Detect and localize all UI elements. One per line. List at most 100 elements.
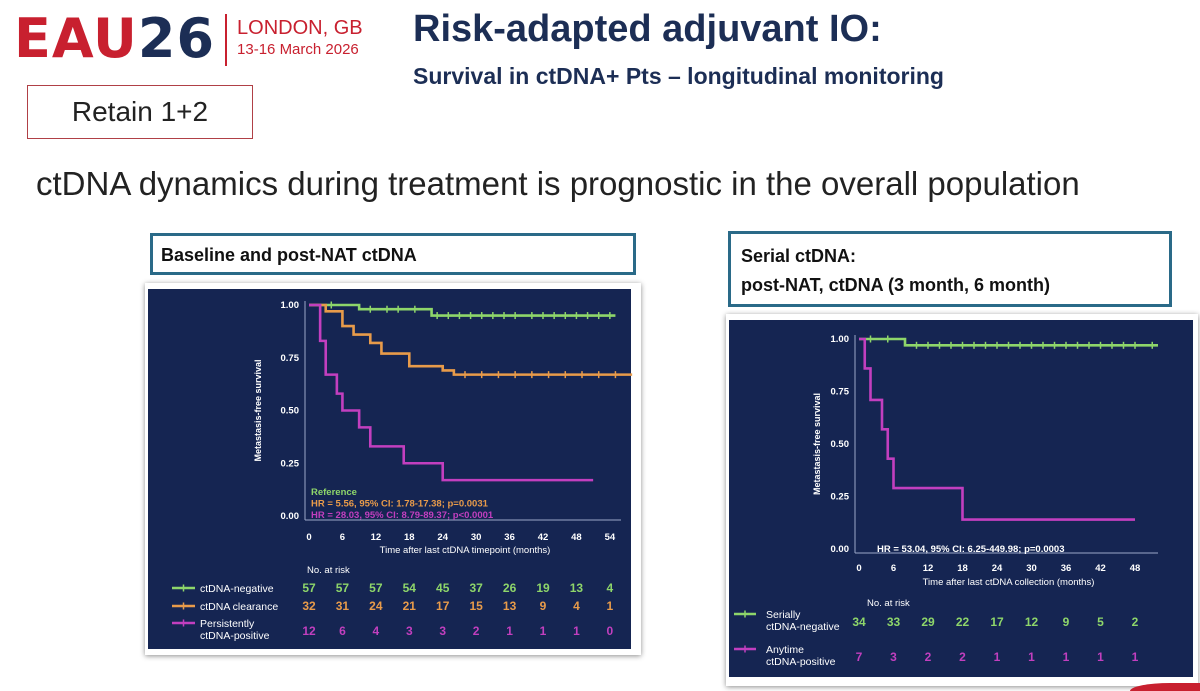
risk-value: 12	[302, 624, 316, 638]
logo-eau-text: EAU	[14, 7, 138, 70]
risk-value: 22	[956, 615, 970, 629]
x-tick-label: 30	[471, 532, 482, 543]
corner-brand-mark	[1130, 683, 1200, 691]
slide-title: Risk-adapted adjuvant IO:	[413, 8, 882, 50]
risk-value: 9	[1063, 615, 1070, 629]
y-tick-label: 0.50	[281, 406, 300, 417]
risk-row-label: Anytime	[766, 644, 804, 656]
risk-row-label: ctDNA-negative	[200, 583, 274, 595]
risk-value: 29	[921, 615, 935, 629]
left-panel-label: Baseline and post-NAT ctDNA	[150, 233, 636, 275]
x-tick-label: 36	[1061, 563, 1072, 574]
risk-row-label: ctDNA-positive	[200, 630, 270, 642]
km-curve-2	[309, 303, 633, 376]
x-tick-label: 54	[605, 532, 616, 543]
y-tick-label: 0.75	[831, 387, 850, 398]
risk-value: 45	[436, 581, 450, 595]
risk-value: 17	[990, 615, 1004, 629]
x-tick-label: 48	[571, 532, 582, 543]
x-tick-label: 24	[437, 532, 448, 543]
logo-divider	[225, 14, 228, 66]
risk-row-label: ctDNA-negative	[766, 621, 840, 633]
hr-annotation: HR = 53.04, 95% CI: 6.25-449.98; p=0.000…	[877, 544, 1064, 555]
y-tick-label: 0.25	[281, 458, 300, 469]
risk-value: 1	[994, 650, 1001, 664]
risk-value: 1	[607, 599, 614, 613]
risk-value: 34	[852, 615, 866, 629]
risk-value: 2	[959, 650, 966, 664]
x-tick-label: 48	[1130, 563, 1141, 574]
risk-value: 12	[1025, 615, 1039, 629]
risk-value: 1	[1132, 650, 1139, 664]
risk-value: 1	[540, 624, 547, 638]
slide-subtitle: Survival in ctDNA+ Pts – longitudinal mo…	[413, 63, 944, 89]
risk-value: 17	[436, 599, 450, 613]
risk-value: 32	[302, 599, 316, 613]
x-axis-title: Time after last ctDNA timepoint (months)	[380, 545, 551, 556]
risk-value: 37	[469, 581, 483, 595]
risk-value: 24	[369, 599, 383, 613]
right-panel-label: Serial ctDNA: post-NAT, ctDNA (3 month, …	[728, 231, 1172, 307]
risk-value: 31	[336, 599, 350, 613]
x-axis-title: Time after last ctDNA collection (months…	[923, 577, 1095, 588]
y-axis-title: Metastasis-free survival	[812, 393, 822, 495]
y-tick-label: 1.00	[831, 334, 850, 345]
risk-value: 1	[1063, 650, 1070, 664]
right-panel-label-line2: post-NAT, ctDNA (3 month, 6 month)	[741, 275, 1050, 295]
risk-table-title: No. at risk	[307, 565, 350, 576]
y-tick-label: 0.50	[831, 439, 850, 450]
risk-row-label: ctDNA-positive	[766, 656, 836, 668]
risk-value: 4	[573, 599, 580, 613]
y-tick-label: 0.25	[831, 492, 850, 503]
right-km-chart: 0.000.250.500.751.000 6 12 18 24 30 36 42 48Meta…	[729, 320, 1193, 677]
risk-value: 57	[369, 581, 383, 595]
plot-background	[148, 289, 631, 649]
x-tick-label: 12	[923, 563, 934, 574]
x-tick-label: 6	[891, 563, 896, 574]
risk-value: 19	[536, 581, 550, 595]
km-curve-3	[309, 303, 594, 482]
y-axis-title: Metastasis-free survival	[253, 359, 263, 461]
x-tick-label: 18	[404, 532, 415, 543]
risk-table-title: No. at risk	[867, 598, 910, 609]
hr-annotation: HR = 5.56, 95% CI: 1.78-17.38; p=0.0031	[311, 499, 489, 510]
logo-year-text: 26	[137, 7, 216, 70]
risk-value: 57	[336, 581, 350, 595]
y-tick-label: 1.00	[281, 300, 300, 311]
y-tick-label: 0.00	[831, 544, 850, 555]
logo-wordmark: EAU26	[14, 8, 215, 70]
risk-row-label: Serially	[766, 609, 801, 621]
risk-value: 3	[406, 624, 413, 638]
risk-value: 26	[503, 581, 517, 595]
risk-value: 2	[925, 650, 932, 664]
x-tick-label: 30	[1026, 563, 1037, 574]
km-curve-2	[859, 337, 1135, 521]
risk-value: 4	[373, 624, 380, 638]
x-tick-label: 12	[371, 532, 382, 543]
risk-value: 1	[1097, 650, 1104, 664]
risk-value: 1	[506, 624, 513, 638]
x-tick-label: 42	[538, 532, 549, 543]
eau26-logo: EAU26 LONDON, GB 13-16 March 2026	[14, 8, 363, 70]
left-km-chart: 0.000.250.500.751.000 6 12 18 24 30 36 42 48 54Me…	[148, 289, 633, 649]
risk-value: 2	[1132, 615, 1139, 629]
risk-value: 3	[439, 624, 446, 638]
km-curve-1	[309, 303, 616, 317]
risk-value: 13	[570, 581, 584, 595]
y-tick-label: 0.75	[281, 353, 300, 364]
left-km-chart-card: 0.00 0.25 0.50 0.75 1.00 0 6 12 18 24 30 36 42 48 54 Me…	[145, 283, 641, 655]
x-tick-label: 24	[992, 563, 1003, 574]
plot-background	[729, 320, 1193, 677]
slide-headline: ctDNA dynamics during treatment is progn…	[36, 165, 1080, 202]
conference-dates: 13-16 March 2026	[237, 41, 359, 58]
risk-value: 5	[1097, 615, 1104, 629]
risk-value: 9	[540, 599, 547, 613]
risk-value: 2	[473, 624, 480, 638]
right-panel-label-line1: Serial ctDNA:	[741, 246, 857, 266]
risk-value: 13	[503, 599, 517, 613]
x-tick-label: 36	[504, 532, 515, 543]
risk-value: 7	[856, 650, 863, 664]
risk-value: 1	[573, 624, 580, 638]
x-tick-label: 6	[340, 532, 345, 543]
risk-value: 15	[469, 599, 483, 613]
